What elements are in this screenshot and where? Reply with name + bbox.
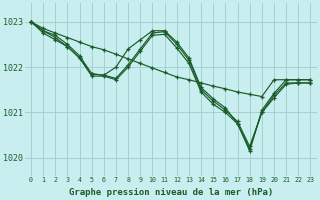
X-axis label: Graphe pression niveau de la mer (hPa): Graphe pression niveau de la mer (hPa) [68,188,273,197]
